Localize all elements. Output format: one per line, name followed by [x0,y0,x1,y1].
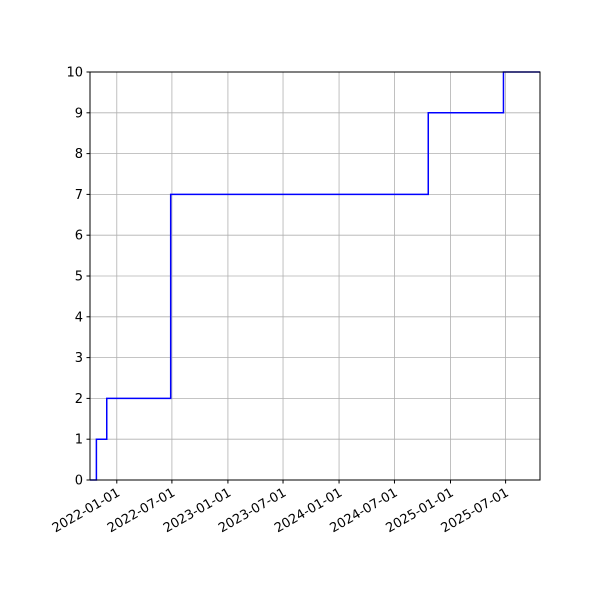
y-tick-label: 8 [75,147,83,162]
y-tick-label: 9 [75,106,83,121]
y-tick-label: 2 [75,392,83,407]
y-tick-label: 1 [75,433,83,448]
y-tick-label: 3 [75,351,83,366]
y-tick-label: 4 [75,310,83,325]
x-axis: 2022-01-012022-07-012023-01-012023-07-01… [50,480,512,536]
grid [90,71,540,481]
y-tick-label: 0 [75,474,83,489]
y-tick-label: 5 [75,270,83,285]
y-tick-label: 7 [75,188,83,203]
step-series-line [90,71,540,481]
y-tick-label: 10 [66,66,83,81]
y-axis: 0 1 2 3 4 5 6 7 8 9 10 [66,66,90,489]
series [90,71,540,481]
y-tick-label: 6 [75,229,83,244]
